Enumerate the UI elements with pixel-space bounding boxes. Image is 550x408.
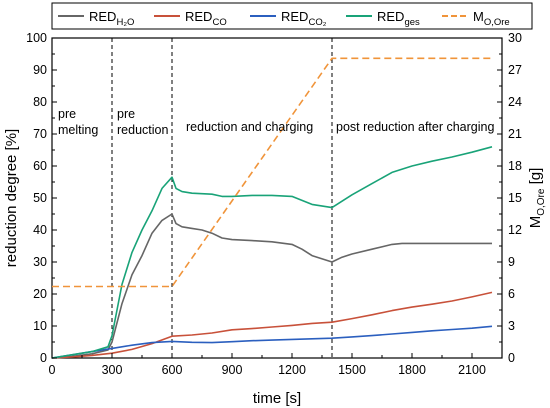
- legend-label-base: RED: [377, 9, 404, 24]
- legend-label-sub: ges: [404, 17, 420, 28]
- phase-annotation-line: post reduction after charging: [336, 120, 494, 134]
- legend-label-1: REDH₂O: [89, 9, 134, 28]
- y-right-tick-label: 3: [508, 319, 515, 333]
- tick-layer: 0 300 600 900 1200 1500 1800 210001020304050607…: [26, 31, 522, 377]
- legend-label-base: RED: [185, 9, 212, 24]
- y-right-tick-label: 18: [508, 159, 522, 173]
- y-axis-right-title-base: M: [527, 216, 544, 229]
- x-tick-label: 1800: [398, 363, 426, 377]
- x-axis-title: time [s]: [253, 390, 301, 407]
- y-right-tick-label: 24: [508, 95, 522, 109]
- y-right-tick-label: 30: [508, 31, 522, 45]
- y-right-tick-label: 12: [508, 223, 522, 237]
- x-tick-label: 900: [222, 363, 243, 377]
- phase-annotation-line: pre: [58, 107, 76, 121]
- y-right-tick-label: 21: [508, 127, 522, 141]
- x-tick-label: 2100: [458, 363, 486, 377]
- series-layer: [51, 57, 493, 359]
- plot-frame-layer: [51, 37, 503, 359]
- legend-label-4: REDges: [377, 9, 420, 28]
- y-right-tick-label: 27: [508, 63, 522, 77]
- series-line-red-co: [51, 291, 493, 359]
- legend-label-3: REDCO₂: [281, 9, 327, 28]
- phase-annotation-2: pre reduction: [117, 107, 168, 137]
- x-tick-label: 0: [49, 363, 56, 377]
- y-left-tick-label: 40: [33, 223, 47, 237]
- legend-layer: REDH₂O REDCO REDCO₂ REDges MO,Ore: [51, 2, 533, 30]
- phase-annotation-3: reduction and charging: [186, 120, 313, 134]
- phase-annotation-1: pre melting: [58, 107, 98, 137]
- y-right-tick-label: 6: [508, 287, 515, 301]
- y-axis-right-title-unit: [g]: [527, 168, 544, 189]
- y-left-tick-label: 100: [26, 31, 47, 45]
- series-line-red-co2: [51, 325, 493, 359]
- y-left-tick-label: 70: [33, 127, 47, 141]
- y-left-tick-label: 30: [33, 255, 47, 269]
- y-right-tick-label: 9: [508, 255, 515, 269]
- legend-label-base: RED: [89, 9, 116, 24]
- y-left-tick-label: 0: [40, 351, 47, 365]
- annotation-layer: pre melting pre reduction reduction and char…: [58, 107, 494, 137]
- phase-annotation-line: reduction and charging: [186, 120, 313, 134]
- legend-label-base: RED: [281, 9, 308, 24]
- x-tick-label: 300: [102, 363, 123, 377]
- y-axis-right-title-sub: O,Ore: [536, 188, 547, 216]
- legend-label-base: M: [473, 9, 484, 24]
- legend-label-2: REDCO: [185, 9, 227, 28]
- x-tick-label: 1500: [338, 363, 366, 377]
- series-line-red-ges: [51, 146, 493, 359]
- x-tick-label: 600: [162, 363, 183, 377]
- y-right-tick-label: 15: [508, 191, 522, 205]
- y-left-tick-label: 50: [33, 191, 47, 205]
- legend-label-sub: O,Ore: [484, 17, 510, 28]
- y-left-tick-label: 80: [33, 95, 47, 109]
- y-axis-right-title: MO,Ore [g]: [527, 168, 547, 229]
- y-left-tick-label: 60: [33, 159, 47, 173]
- series-line-red-h2o: [51, 213, 492, 359]
- y-axis-left-title: reduction degree [%]: [3, 129, 20, 267]
- phase-annotation-4: post reduction after charging: [336, 120, 494, 134]
- legend-label-sub: CO₂: [308, 17, 326, 28]
- y-right-tick-label: 0: [508, 351, 515, 365]
- y-left-tick-label: 90: [33, 63, 47, 77]
- series-line-m-o-ore: [52, 57, 492, 288]
- legend-label-sub: CO: [212, 17, 226, 28]
- y-left-tick-label: 20: [33, 287, 47, 301]
- y-left-tick-label: 10: [33, 319, 47, 333]
- phase-annotation-line: melting: [58, 123, 98, 137]
- x-tick-label: 1200: [278, 363, 306, 377]
- phase-annotation-line: reduction: [117, 123, 168, 137]
- phase-annotation-line: pre: [117, 107, 135, 121]
- plot-frame: [51, 37, 503, 359]
- legend-label-sub: H₂O: [116, 17, 134, 28]
- legend-label-5: MO,Ore: [473, 9, 510, 28]
